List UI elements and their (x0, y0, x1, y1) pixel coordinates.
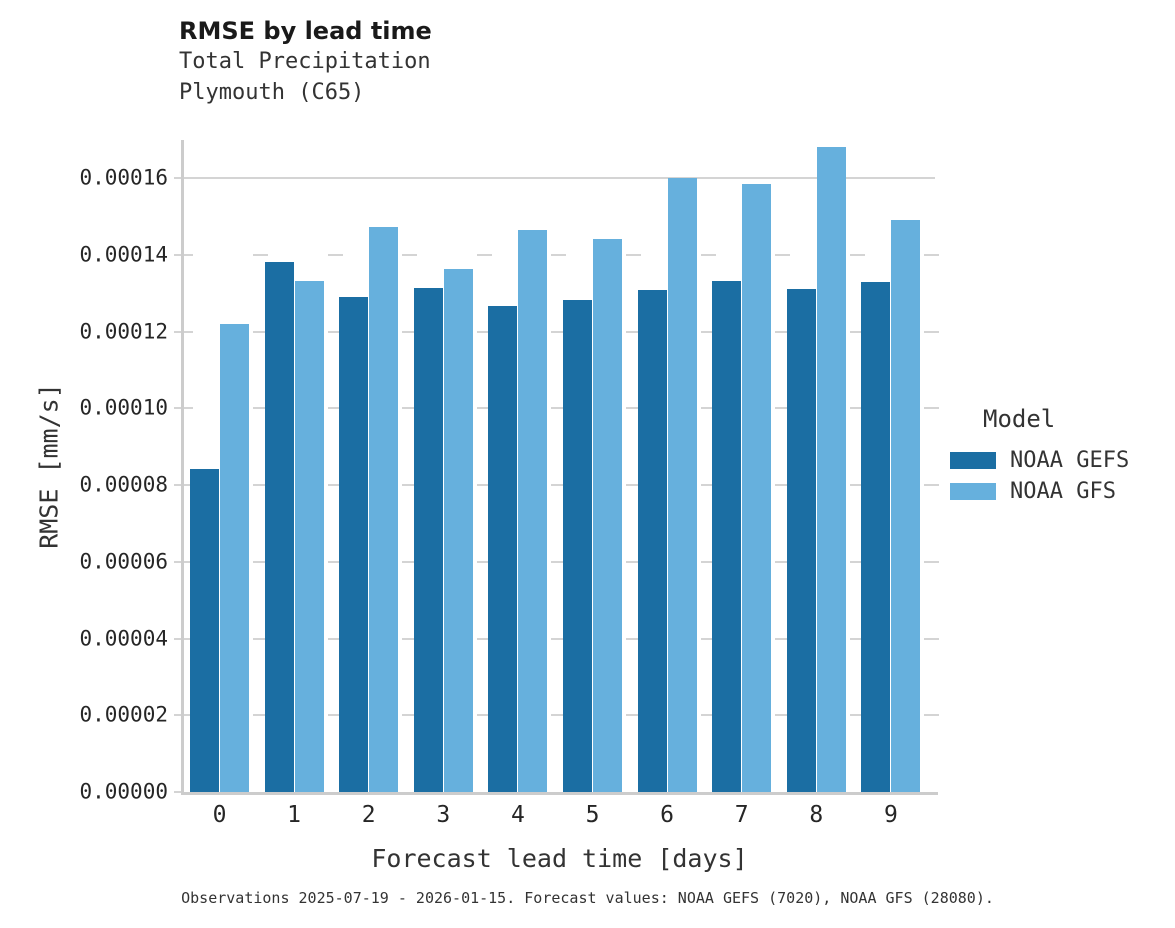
legend-item-noaa-gefs[interactable]: NOAA GEFS (950, 445, 1165, 476)
x-axis-tick-label: 0 (212, 802, 227, 828)
gridline (184, 714, 940, 717)
x-axis-tick-label: 6 (660, 802, 675, 828)
x-axis-line (181, 792, 938, 795)
bar[interactable] (712, 281, 742, 792)
y-axis-tick-label: 0.00006 (79, 549, 168, 574)
y-axis-tick-mark (174, 714, 181, 717)
bar[interactable] (220, 324, 249, 792)
bar[interactable] (413, 288, 443, 792)
y-axis-tick-label: 0.00002 (79, 702, 168, 727)
bar[interactable] (190, 468, 219, 792)
x-axis-tick-label: 1 (287, 802, 302, 828)
y-axis-tick-label: 0.00010 (79, 395, 168, 420)
legend-item-noaa-gfs[interactable]: NOAA GFS (950, 476, 1165, 507)
legend-label-gfs: NOAA GFS (1010, 478, 1116, 504)
legend-title: Model (983, 405, 1056, 433)
y-axis-tick-mark (174, 637, 181, 640)
x-axis-tick-label: 2 (361, 802, 376, 828)
y-axis-tick-mark (174, 177, 181, 180)
legend-swatch-icon-gefs (950, 452, 996, 469)
y-axis-tick-mark (174, 254, 181, 257)
bar[interactable] (593, 238, 622, 792)
chart-subtitle-location: Plymouth (C65) (179, 80, 365, 105)
bar[interactable] (637, 290, 667, 792)
bar[interactable] (667, 178, 697, 792)
title-block: RMSE by lead time Total Precipitation Pl… (179, 16, 879, 108)
gridline (184, 330, 940, 333)
bar[interactable] (563, 300, 592, 792)
x-axis-tick-label: 4 (510, 802, 525, 828)
bar[interactable] (518, 230, 548, 792)
bar[interactable] (861, 282, 891, 792)
plot-area: 0.00000 0.00002 0.00004 0.00006 0.00008 0.000… (35, 140, 940, 873)
gridline (184, 560, 940, 563)
y-axis-tick-label: 0.00008 (79, 472, 168, 497)
y-axis-line (181, 140, 184, 792)
bar[interactable] (891, 219, 921, 792)
bar[interactable] (816, 146, 846, 792)
y-axis-tick-label: 0.00012 (79, 319, 168, 344)
legend: Model NOAA GEFS NOAA GFS (950, 405, 1165, 507)
bar[interactable] (294, 281, 324, 792)
gridline (184, 484, 940, 487)
bar[interactable] (339, 297, 369, 792)
x-axis-tick-label: 3 (436, 802, 451, 828)
chart-caption: Observations 2025-07-19 - 2026-01-15. Fo… (181, 889, 994, 907)
bar[interactable] (786, 289, 816, 792)
x-axis-tick-label: 7 (734, 802, 749, 828)
y-axis-tick-label: 0.00004 (79, 626, 168, 651)
y-axis-tick-mark (174, 560, 181, 563)
legend-swatch-icon-gfs (950, 483, 996, 500)
gridline (184, 177, 935, 180)
x-axis-title: Forecast lead time [days] (371, 844, 748, 873)
y-axis-tick-mark (174, 330, 181, 333)
x-axis-tick-label: 8 (809, 802, 824, 828)
bar[interactable] (264, 262, 294, 792)
y-axis-tick-label: 0.00014 (79, 242, 168, 267)
y-axis-tick-label: 0.00000 (79, 779, 168, 804)
legend-label-gefs: NOAA GEFS (1010, 447, 1130, 473)
bar[interactable] (488, 306, 518, 792)
bar[interactable] (369, 227, 399, 792)
y-axis-tick-mark (174, 484, 181, 487)
gridline (184, 254, 940, 257)
y-axis-title: RMSE [mm/s] (34, 383, 64, 549)
x-axis-tick-label: 5 (585, 802, 600, 828)
chart-subtitle-variable: Total Precipitation (179, 49, 431, 74)
y-axis-tick-mark (174, 407, 181, 410)
gridline (184, 637, 940, 640)
gridline (184, 407, 940, 410)
y-axis-tick-label: 0.00016 (79, 165, 168, 190)
page-title: RMSE by lead time (179, 17, 432, 45)
bar[interactable] (742, 183, 772, 792)
bar[interactable] (443, 268, 473, 792)
y-axis-tick-mark (174, 791, 181, 793)
x-axis-tick-label: 9 (883, 802, 898, 828)
